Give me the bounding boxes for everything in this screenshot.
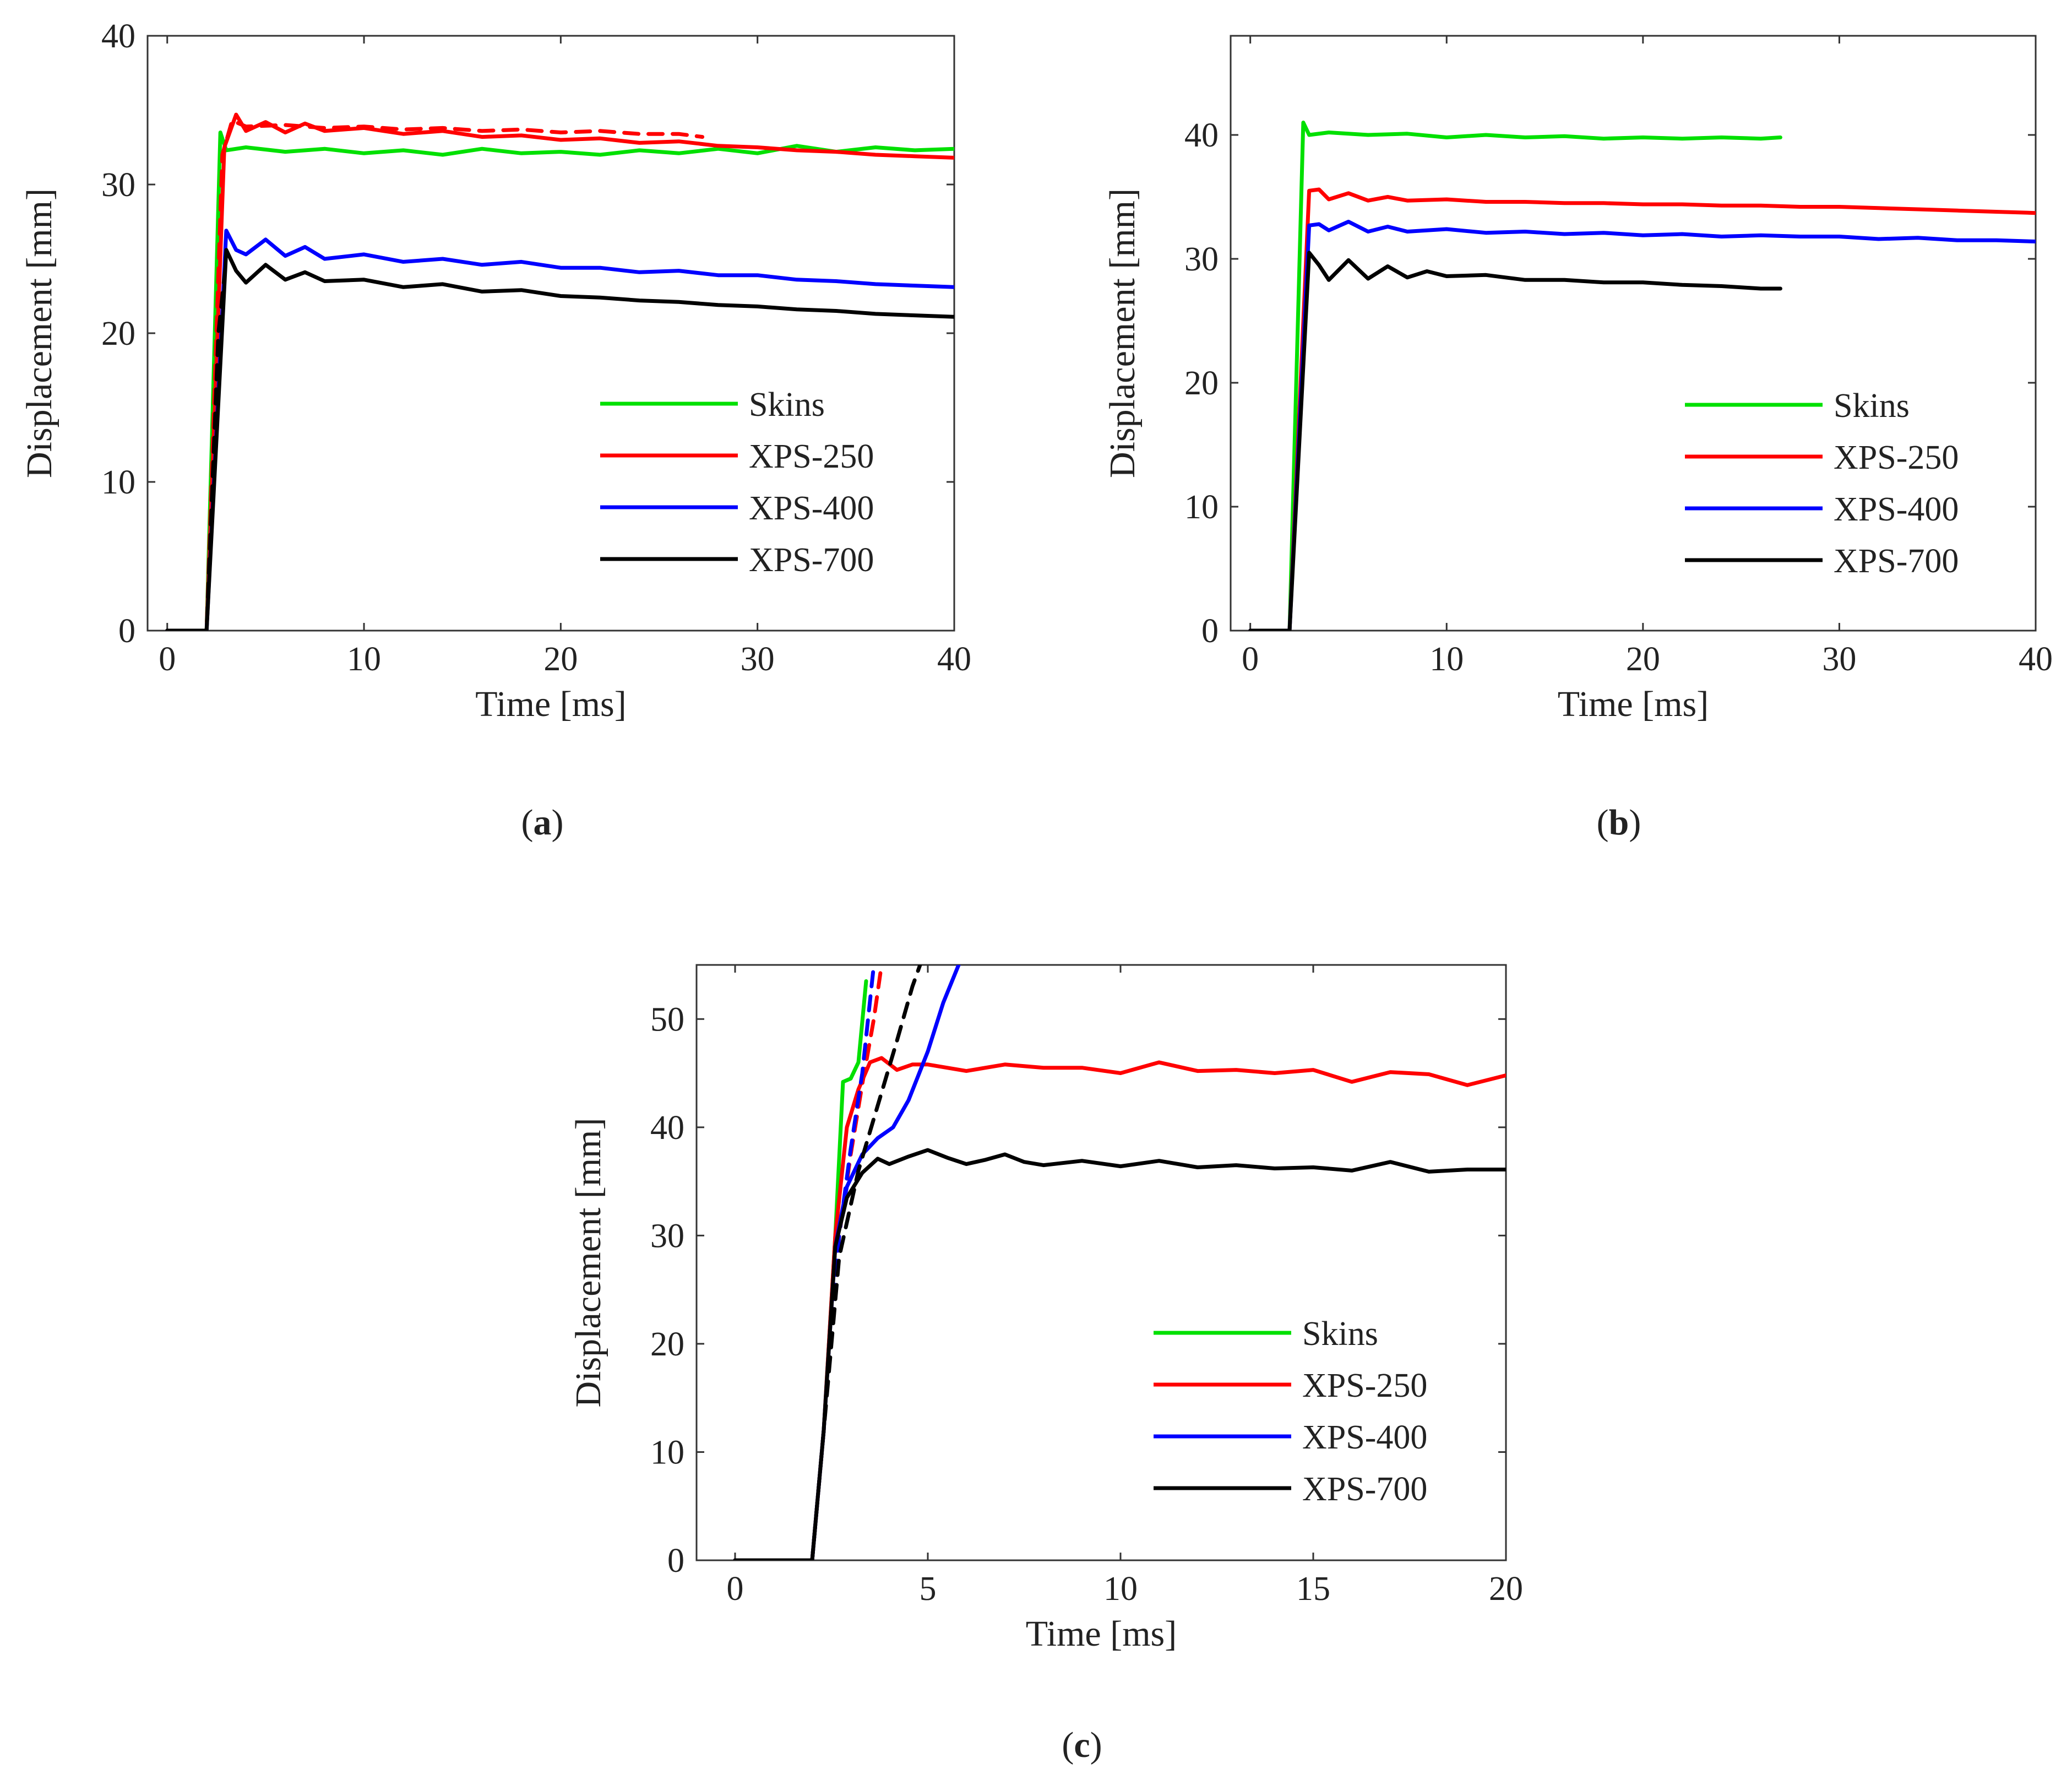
x-tick-label: 20: [543, 641, 578, 678]
x-tick-label: 0: [159, 641, 176, 678]
x-axis-label: Time [ms]: [1558, 684, 1709, 724]
legend-label: Skins: [749, 386, 825, 424]
plot-area: [165, 112, 954, 631]
x-tick-label: 0: [1242, 641, 1259, 678]
y-tick-label: 20: [101, 315, 135, 352]
y-tick-label: 50: [650, 1001, 684, 1038]
x-axis-label: Time [ms]: [475, 684, 626, 724]
x-axis-label: Time [ms]: [1026, 1614, 1177, 1654]
legend-label: XPS-400: [749, 490, 874, 527]
legend-label: Skins: [1302, 1315, 1378, 1353]
x-tick-label: 30: [741, 641, 775, 678]
series-line-xps700: [1248, 251, 1782, 631]
axes-box: [695, 964, 1507, 1561]
y-axis-label: Displacement [mm]: [568, 1117, 608, 1407]
legend-label: XPS-700: [1834, 542, 1959, 580]
y-tick-label: 10: [650, 1434, 684, 1471]
x-tick-label: 0: [727, 1570, 744, 1608]
legend: Skins XPS-250 XPS-400 XPS-700: [1685, 387, 1959, 580]
x-tick-label: 10: [347, 641, 381, 678]
series-line-xps700-dashed: [733, 965, 922, 1560]
legend-label: XPS-250: [1302, 1367, 1427, 1404]
series-line-xps250-dashed: [165, 118, 705, 631]
series-line-xps400: [165, 229, 954, 631]
x-tick-label: 40: [2019, 641, 2053, 678]
legend: Skins XPS-250 XPS-400 XPS-700: [600, 386, 874, 579]
y-tick-label: 30: [1184, 241, 1219, 278]
legend: Skins XPS-250 XPS-400 XPS-700: [1154, 1315, 1427, 1508]
legend-label: XPS-400: [1302, 1419, 1427, 1456]
x-tick-label: 20: [1489, 1570, 1523, 1608]
legend-label: XPS-250: [1834, 439, 1959, 476]
y-tick-label: 10: [1184, 489, 1219, 526]
caption-c: (c): [1062, 1725, 1102, 1765]
series-line-xps700: [165, 248, 954, 631]
legend-label: XPS-400: [1834, 491, 1959, 528]
y-tick-label: 30: [650, 1217, 684, 1255]
chart-c: 0 5 10 15 20 0 10 20 30 40 50 Time [ms] Displacement…: [568, 964, 1523, 1654]
x-tick-label: 15: [1296, 1570, 1330, 1608]
y-tick-label: 40: [1184, 117, 1219, 154]
series-line-skins: [1248, 121, 1782, 631]
series-line-xps400-dashed: [733, 965, 876, 1560]
legend-label: XPS-700: [1302, 1471, 1427, 1508]
y-tick-label: 10: [101, 464, 135, 501]
y-axis-label: Displacement [mm]: [19, 188, 59, 478]
series-line-skins: [165, 131, 954, 631]
series-line-xps400: [1248, 220, 2036, 631]
legend-label: XPS-700: [749, 541, 874, 579]
y-tick-label: 30: [101, 166, 135, 204]
y-tick-label: 40: [650, 1109, 684, 1147]
y-tick-label: 20: [1184, 365, 1219, 402]
axes-box: [1230, 35, 2037, 632]
series-line-xps400: [733, 965, 961, 1560]
x-tick-label: 10: [1103, 1570, 1138, 1608]
plot-area: [733, 965, 1506, 1560]
plot-area: [1248, 121, 2036, 631]
y-tick-label: 0: [1201, 612, 1219, 650]
legend-label: Skins: [1834, 387, 1910, 425]
x-tick-label: 10: [1429, 641, 1464, 678]
series-line-skins: [733, 979, 868, 1560]
series-line-xps700-dashed: [165, 257, 229, 631]
y-tick-label: 0: [667, 1542, 684, 1580]
x-tick-label: 5: [920, 1570, 937, 1608]
x-tick-label: 40: [937, 641, 971, 678]
series-line-xps250: [733, 1056, 1506, 1560]
x-tick-label: 30: [1822, 641, 1856, 678]
chart-a: 0 10 20 30 40 0 10 20 30 40 Time [ms] Displacement …: [19, 18, 971, 724]
series-line-xps250: [1248, 187, 2036, 631]
y-tick-label: 20: [650, 1326, 684, 1363]
y-tick-label: 40: [101, 18, 135, 55]
x-tick-label: 20: [1626, 641, 1660, 678]
caption-b: (b): [1597, 802, 1641, 843]
legend-label: XPS-250: [749, 438, 874, 475]
series-line-xps700: [733, 1148, 1506, 1560]
y-axis-label: Displacement [mm]: [1102, 188, 1143, 478]
y-tick-label: 0: [118, 612, 135, 650]
series-line-xps250: [165, 112, 954, 631]
caption-a: (a): [521, 802, 564, 843]
chart-b: 0 10 20 30 40 0 10 20 30 40 Time [ms] Displacement …: [1102, 35, 2053, 724]
